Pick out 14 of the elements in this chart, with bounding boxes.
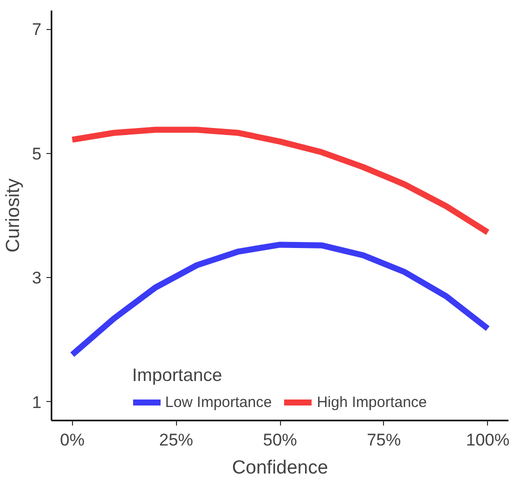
legend-title: Importance	[132, 365, 224, 386]
y-tick-label: 5	[32, 144, 42, 164]
x-tick-label: 25%	[159, 430, 194, 450]
y-tick-label: 7	[32, 20, 42, 40]
x-tick-label: 50%	[262, 430, 298, 450]
x-axis-title: Confidence	[232, 458, 328, 478]
y-axis-title: Curiosity	[3, 178, 24, 252]
y-tick-label: 1	[32, 392, 42, 412]
y-tick-label: 3	[32, 268, 42, 288]
legend-label: High Importance	[316, 394, 427, 410]
x-tick-label: 75%	[366, 430, 401, 450]
legend-label: Low Importance	[165, 394, 272, 410]
x-tick-label: 100%	[466, 430, 510, 450]
x-tick-label: 0%	[60, 430, 85, 450]
